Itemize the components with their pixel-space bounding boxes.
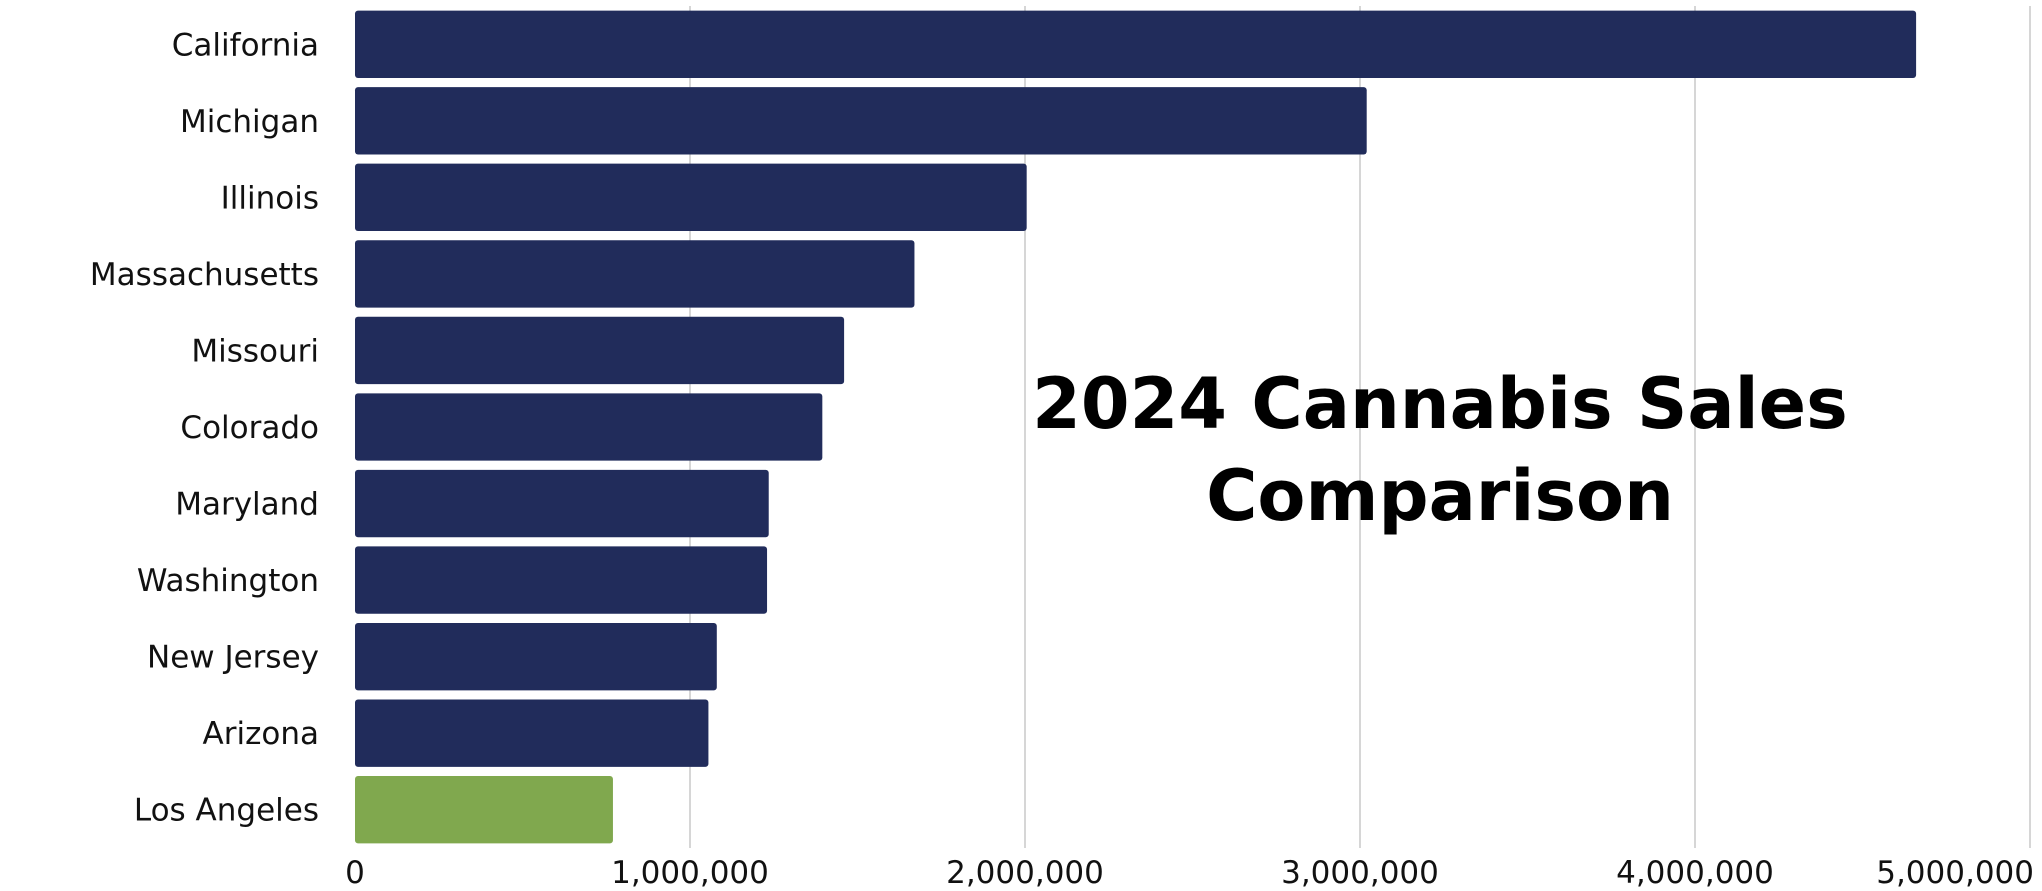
category-label: Washington: [137, 563, 319, 599]
category-label: Colorado: [180, 410, 319, 446]
bars: [355, 10, 1917, 844]
bar-california: [355, 10, 1917, 78]
x-tick-label: 1,000,000: [611, 855, 769, 891]
chart-title: 2024 Cannabis Sales Comparison: [1032, 363, 1848, 537]
category-label: Maryland: [175, 487, 319, 523]
x-tick-labels: 0 1,000,000 2,000,000 3,000,000 4,000,000 5,0…: [345, 855, 2034, 891]
bar-arizona: [355, 699, 709, 767]
bar-maryland: [355, 469, 769, 538]
x-tick-label: 4,000,000: [1616, 855, 1774, 891]
category-label: Los Angeles: [134, 793, 319, 829]
bar-colorado: [355, 393, 823, 461]
x-tick-label: 2,000,000: [946, 855, 1104, 891]
x-tick-label: 5,000,000: [1876, 855, 2034, 891]
category-label: Massachusetts: [90, 257, 319, 293]
category-labels: California Michigan Illinois Massachusetts M…: [90, 27, 319, 828]
x-tick-label: 0: [345, 855, 365, 891]
bar-michigan: [355, 87, 1367, 155]
category-label: Michigan: [180, 104, 319, 140]
category-label: New Jersey: [147, 640, 319, 676]
x-tick-label: 3,000,000: [1281, 855, 1439, 891]
chart-title-line-2: Comparison: [1206, 455, 1674, 537]
bar-massachusetts: [355, 240, 915, 308]
bar-missouri: [355, 316, 845, 385]
bar-illinois: [355, 163, 1027, 232]
bar-new-jersey: [355, 622, 717, 691]
category-label: California: [172, 27, 319, 63]
chart-title-line-1: 2024 Cannabis Sales: [1032, 363, 1848, 445]
bar-los-angeles: [355, 776, 613, 844]
bar-washington: [355, 546, 768, 614]
category-label: Missouri: [191, 333, 319, 369]
category-label: Illinois: [221, 180, 319, 216]
category-label: Arizona: [203, 716, 319, 752]
